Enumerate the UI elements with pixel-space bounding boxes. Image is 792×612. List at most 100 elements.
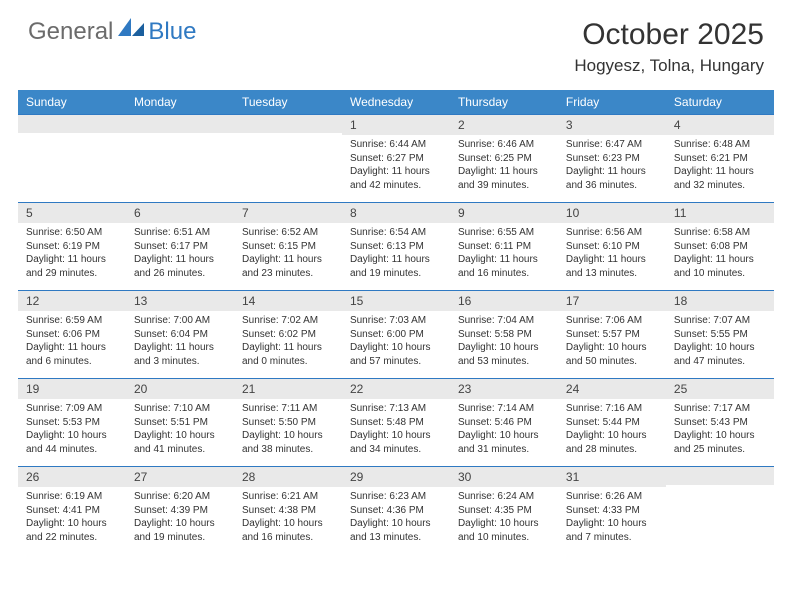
day-cell	[18, 115, 126, 203]
logo-text-general: General	[28, 18, 113, 46]
day-cell: 21Sunrise: 7:11 AMSunset: 5:50 PMDayligh…	[234, 379, 342, 467]
week-row: 12Sunrise: 6:59 AMSunset: 6:06 PMDayligh…	[18, 291, 774, 379]
day-details: Sunrise: 6:54 AMSunset: 6:13 PMDaylight:…	[342, 223, 450, 284]
day-details: Sunrise: 6:48 AMSunset: 6:21 PMDaylight:…	[666, 135, 774, 196]
header: General Blue October 2025 Hogyesz, Tolna…	[0, 0, 792, 84]
day-number: 22	[342, 379, 450, 399]
day-header-row: SundayMondayTuesdayWednesdayThursdayFrid…	[18, 90, 774, 115]
day-cell	[666, 467, 774, 555]
day-number	[666, 467, 774, 485]
day-number: 31	[558, 467, 666, 487]
logo: General Blue	[28, 18, 196, 46]
day-number: 13	[126, 291, 234, 311]
day-details: Sunrise: 7:14 AMSunset: 5:46 PMDaylight:…	[450, 399, 558, 460]
day-number: 10	[558, 203, 666, 223]
day-number: 1	[342, 115, 450, 135]
day-header: Wednesday	[342, 90, 450, 115]
day-cell: 14Sunrise: 7:02 AMSunset: 6:02 PMDayligh…	[234, 291, 342, 379]
day-details: Sunrise: 7:10 AMSunset: 5:51 PMDaylight:…	[126, 399, 234, 460]
day-cell: 9Sunrise: 6:55 AMSunset: 6:11 PMDaylight…	[450, 203, 558, 291]
calendar-table: SundayMondayTuesdayWednesdayThursdayFrid…	[18, 90, 774, 555]
day-details: Sunrise: 7:00 AMSunset: 6:04 PMDaylight:…	[126, 311, 234, 372]
day-details: Sunrise: 6:20 AMSunset: 4:39 PMDaylight:…	[126, 487, 234, 548]
day-cell: 4Sunrise: 6:48 AMSunset: 6:21 PMDaylight…	[666, 115, 774, 203]
day-details: Sunrise: 6:56 AMSunset: 6:10 PMDaylight:…	[558, 223, 666, 284]
day-details: Sunrise: 6:24 AMSunset: 4:35 PMDaylight:…	[450, 487, 558, 548]
week-row: 26Sunrise: 6:19 AMSunset: 4:41 PMDayligh…	[18, 467, 774, 555]
day-cell: 23Sunrise: 7:14 AMSunset: 5:46 PMDayligh…	[450, 379, 558, 467]
day-cell: 11Sunrise: 6:58 AMSunset: 6:08 PMDayligh…	[666, 203, 774, 291]
day-number: 25	[666, 379, 774, 399]
day-number: 4	[666, 115, 774, 135]
month-title: October 2025	[574, 18, 764, 52]
day-cell: 20Sunrise: 7:10 AMSunset: 5:51 PMDayligh…	[126, 379, 234, 467]
day-details: Sunrise: 7:02 AMSunset: 6:02 PMDaylight:…	[234, 311, 342, 372]
day-number: 28	[234, 467, 342, 487]
day-cell: 8Sunrise: 6:54 AMSunset: 6:13 PMDaylight…	[342, 203, 450, 291]
title-block: October 2025 Hogyesz, Tolna, Hungary	[574, 18, 764, 76]
day-number: 15	[342, 291, 450, 311]
day-cell: 1Sunrise: 6:44 AMSunset: 6:27 PMDaylight…	[342, 115, 450, 203]
day-cell: 16Sunrise: 7:04 AMSunset: 5:58 PMDayligh…	[450, 291, 558, 379]
day-number: 14	[234, 291, 342, 311]
day-details: Sunrise: 7:11 AMSunset: 5:50 PMDaylight:…	[234, 399, 342, 460]
day-details: Sunrise: 6:58 AMSunset: 6:08 PMDaylight:…	[666, 223, 774, 284]
day-number: 9	[450, 203, 558, 223]
day-header: Thursday	[450, 90, 558, 115]
day-number: 29	[342, 467, 450, 487]
day-cell: 2Sunrise: 6:46 AMSunset: 6:25 PMDaylight…	[450, 115, 558, 203]
day-cell: 7Sunrise: 6:52 AMSunset: 6:15 PMDaylight…	[234, 203, 342, 291]
day-number: 26	[18, 467, 126, 487]
location: Hogyesz, Tolna, Hungary	[574, 56, 764, 76]
day-number	[126, 115, 234, 133]
day-cell: 27Sunrise: 6:20 AMSunset: 4:39 PMDayligh…	[126, 467, 234, 555]
day-cell: 30Sunrise: 6:24 AMSunset: 4:35 PMDayligh…	[450, 467, 558, 555]
day-details: Sunrise: 6:21 AMSunset: 4:38 PMDaylight:…	[234, 487, 342, 548]
day-cell	[234, 115, 342, 203]
day-details: Sunrise: 7:07 AMSunset: 5:55 PMDaylight:…	[666, 311, 774, 372]
day-details: Sunrise: 6:19 AMSunset: 4:41 PMDaylight:…	[18, 487, 126, 548]
day-header: Saturday	[666, 90, 774, 115]
day-header: Monday	[126, 90, 234, 115]
calendar-body: 1Sunrise: 6:44 AMSunset: 6:27 PMDaylight…	[18, 115, 774, 555]
day-cell: 28Sunrise: 6:21 AMSunset: 4:38 PMDayligh…	[234, 467, 342, 555]
day-cell: 18Sunrise: 7:07 AMSunset: 5:55 PMDayligh…	[666, 291, 774, 379]
day-cell: 5Sunrise: 6:50 AMSunset: 6:19 PMDaylight…	[18, 203, 126, 291]
day-details: Sunrise: 6:26 AMSunset: 4:33 PMDaylight:…	[558, 487, 666, 548]
day-details: Sunrise: 7:09 AMSunset: 5:53 PMDaylight:…	[18, 399, 126, 460]
week-row: 5Sunrise: 6:50 AMSunset: 6:19 PMDaylight…	[18, 203, 774, 291]
day-details: Sunrise: 6:47 AMSunset: 6:23 PMDaylight:…	[558, 135, 666, 196]
day-details: Sunrise: 7:06 AMSunset: 5:57 PMDaylight:…	[558, 311, 666, 372]
day-number: 16	[450, 291, 558, 311]
day-header: Sunday	[18, 90, 126, 115]
day-details: Sunrise: 6:52 AMSunset: 6:15 PMDaylight:…	[234, 223, 342, 284]
logo-text-blue: Blue	[148, 18, 196, 46]
day-details: Sunrise: 6:59 AMSunset: 6:06 PMDaylight:…	[18, 311, 126, 372]
day-number	[18, 115, 126, 133]
day-cell: 17Sunrise: 7:06 AMSunset: 5:57 PMDayligh…	[558, 291, 666, 379]
day-details: Sunrise: 6:44 AMSunset: 6:27 PMDaylight:…	[342, 135, 450, 196]
day-cell: 26Sunrise: 6:19 AMSunset: 4:41 PMDayligh…	[18, 467, 126, 555]
day-cell: 19Sunrise: 7:09 AMSunset: 5:53 PMDayligh…	[18, 379, 126, 467]
day-number: 2	[450, 115, 558, 135]
day-details: Sunrise: 7:17 AMSunset: 5:43 PMDaylight:…	[666, 399, 774, 460]
day-details: Sunrise: 6:50 AMSunset: 6:19 PMDaylight:…	[18, 223, 126, 284]
day-number: 30	[450, 467, 558, 487]
day-number: 23	[450, 379, 558, 399]
day-details: Sunrise: 6:55 AMSunset: 6:11 PMDaylight:…	[450, 223, 558, 284]
day-cell: 25Sunrise: 7:17 AMSunset: 5:43 PMDayligh…	[666, 379, 774, 467]
day-number: 21	[234, 379, 342, 399]
day-cell: 10Sunrise: 6:56 AMSunset: 6:10 PMDayligh…	[558, 203, 666, 291]
day-cell: 13Sunrise: 7:00 AMSunset: 6:04 PMDayligh…	[126, 291, 234, 379]
day-number: 20	[126, 379, 234, 399]
day-header: Tuesday	[234, 90, 342, 115]
day-details: Sunrise: 6:46 AMSunset: 6:25 PMDaylight:…	[450, 135, 558, 196]
day-number: 27	[126, 467, 234, 487]
day-cell	[126, 115, 234, 203]
day-number: 11	[666, 203, 774, 223]
day-header: Friday	[558, 90, 666, 115]
day-details: Sunrise: 7:16 AMSunset: 5:44 PMDaylight:…	[558, 399, 666, 460]
day-cell: 24Sunrise: 7:16 AMSunset: 5:44 PMDayligh…	[558, 379, 666, 467]
day-cell: 31Sunrise: 6:26 AMSunset: 4:33 PMDayligh…	[558, 467, 666, 555]
day-cell: 3Sunrise: 6:47 AMSunset: 6:23 PMDaylight…	[558, 115, 666, 203]
